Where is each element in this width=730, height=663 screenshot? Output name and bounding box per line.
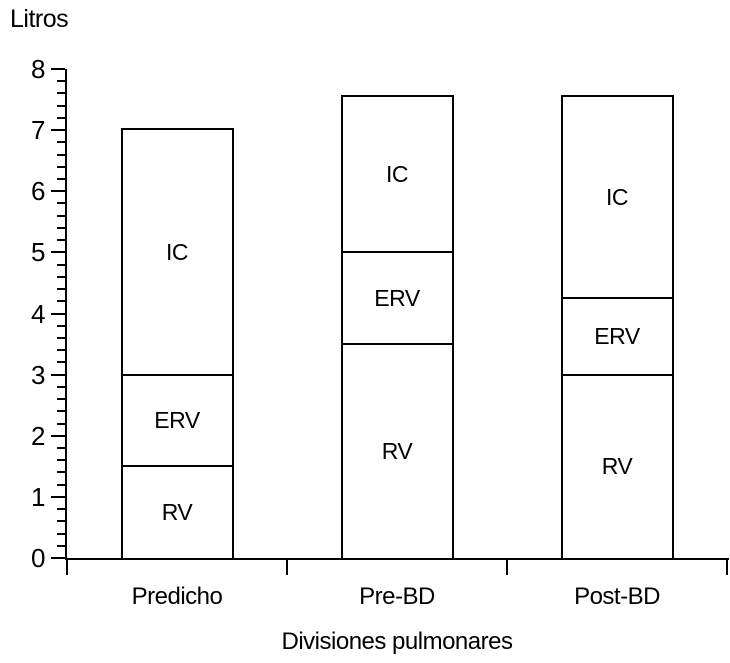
y-minor-tick <box>57 178 65 181</box>
y-major-tick <box>51 129 65 132</box>
x-category-label: Pre-BD <box>359 583 435 610</box>
y-minor-tick <box>57 520 65 523</box>
y-minor-tick <box>57 324 65 327</box>
y-minor-tick <box>57 532 65 535</box>
bar-segment-label-IC: IC <box>386 161 409 188</box>
y-minor-tick <box>57 336 65 339</box>
x-axis-title: Divisiones pulmonares <box>281 628 513 655</box>
bar-segment-divider <box>562 373 672 376</box>
y-minor-tick <box>57 153 65 156</box>
bar-segment-divider <box>562 297 672 300</box>
y-tick-label: 2 <box>31 420 45 451</box>
y-minor-tick <box>57 471 65 474</box>
bar-segment-label-RV: RV <box>601 453 633 480</box>
bar-segment-label-ERV: ERV <box>594 323 640 350</box>
y-tick-label: 7 <box>31 115 45 146</box>
bar-segment-label-RV: RV <box>161 499 193 526</box>
y-minor-tick <box>57 459 65 462</box>
bar-segment-label-IC: IC <box>166 239 189 266</box>
bar-segment-divider <box>122 373 232 376</box>
y-minor-tick <box>57 349 65 352</box>
y-tick-label: 6 <box>31 176 45 207</box>
bar-segment-label-ERV: ERV <box>154 407 200 434</box>
y-minor-tick <box>57 422 65 425</box>
x-tick <box>66 560 68 575</box>
y-minor-tick <box>57 288 65 291</box>
y-minor-tick <box>57 385 65 388</box>
y-tick-label: 5 <box>31 237 45 268</box>
y-minor-tick <box>57 214 65 217</box>
x-tick <box>286 560 288 575</box>
y-minor-tick <box>57 410 65 413</box>
y-major-tick <box>51 312 65 315</box>
y-major-tick <box>51 373 65 376</box>
y-minor-tick <box>57 226 65 229</box>
x-tick <box>726 560 728 575</box>
y-minor-tick <box>57 483 65 486</box>
bar-segment-divider <box>122 465 232 468</box>
y-major-tick <box>51 557 65 559</box>
bar-Post-BD <box>560 94 674 560</box>
y-tick-label: 4 <box>31 298 45 329</box>
y-major-tick <box>51 190 65 193</box>
y-minor-tick <box>57 275 65 278</box>
y-major-tick <box>51 495 65 498</box>
y-major-tick <box>51 68 65 70</box>
x-category-label: Post-BD <box>574 583 660 610</box>
y-tick-label: 1 <box>31 481 45 512</box>
y-major-tick <box>51 434 65 437</box>
y-minor-tick <box>57 80 65 83</box>
y-minor-tick <box>57 141 65 144</box>
bar-segment-label-ERV: ERV <box>374 285 420 312</box>
y-minor-tick <box>57 239 65 242</box>
bar-segment-divider <box>342 251 452 254</box>
y-tick-label: 0 <box>31 543 45 573</box>
x-category-label: Predicho <box>131 583 223 610</box>
y-minor-tick <box>57 92 65 95</box>
y-minor-tick <box>57 361 65 364</box>
y-major-tick <box>51 251 65 254</box>
bar-Pre-BD <box>340 94 454 560</box>
y-minor-tick <box>57 202 65 205</box>
y-minor-tick <box>57 116 65 119</box>
y-minor-tick <box>57 263 65 266</box>
y-minor-tick <box>57 446 65 449</box>
y-tick-label: 3 <box>31 359 45 390</box>
y-minor-tick <box>57 508 65 511</box>
x-tick <box>506 560 508 575</box>
bar-Predicho <box>120 128 234 560</box>
y-minor-tick <box>57 300 65 303</box>
y-tick-label: 8 <box>31 54 45 84</box>
y-minor-tick <box>57 544 65 547</box>
y-axis-line <box>65 69 67 560</box>
y-axis-title: Litros <box>10 5 69 33</box>
y-minor-tick <box>57 165 65 168</box>
y-minor-tick <box>57 104 65 107</box>
bar-segment-label-RV: RV <box>381 438 413 465</box>
bar-segment-divider <box>342 343 452 346</box>
bar-segment-label-IC: IC <box>606 184 629 211</box>
y-minor-tick <box>57 398 65 401</box>
